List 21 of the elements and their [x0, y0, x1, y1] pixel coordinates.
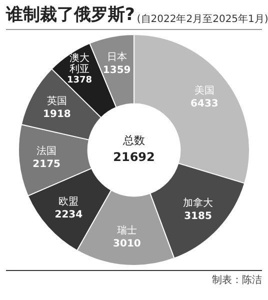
data-label: 6433 — [190, 98, 218, 110]
data-label: 1359 — [102, 65, 131, 76]
slice-label: 欧盟 — [58, 196, 79, 208]
data-label: 2234 — [54, 210, 83, 221]
text: 总数 — [122, 134, 145, 147]
text: 21692 — [113, 150, 155, 164]
slice-label: 加拿大 — [183, 197, 213, 210]
data-label: 2175 — [32, 159, 61, 170]
slice-label: 澳大利亚 — [70, 52, 90, 75]
data-label: 3185 — [184, 211, 212, 222]
text: 制表：陈洁 — [212, 274, 262, 287]
chart-subtitle: (自2022年2月至2025年1月) — [136, 13, 268, 26]
data-label: 3010 — [113, 238, 141, 250]
slice-label: 日本 — [106, 51, 127, 64]
chart-title: 谁制裁了俄罗斯? — [6, 4, 135, 26]
data-label: 1918 — [43, 108, 71, 120]
slice-label: 瑞士 — [116, 224, 137, 237]
slice-label: 美国 — [194, 84, 214, 97]
slice-label: 英国 — [46, 94, 67, 107]
data-label: 1378 — [66, 76, 92, 86]
slice-label: 法国 — [36, 145, 57, 158]
